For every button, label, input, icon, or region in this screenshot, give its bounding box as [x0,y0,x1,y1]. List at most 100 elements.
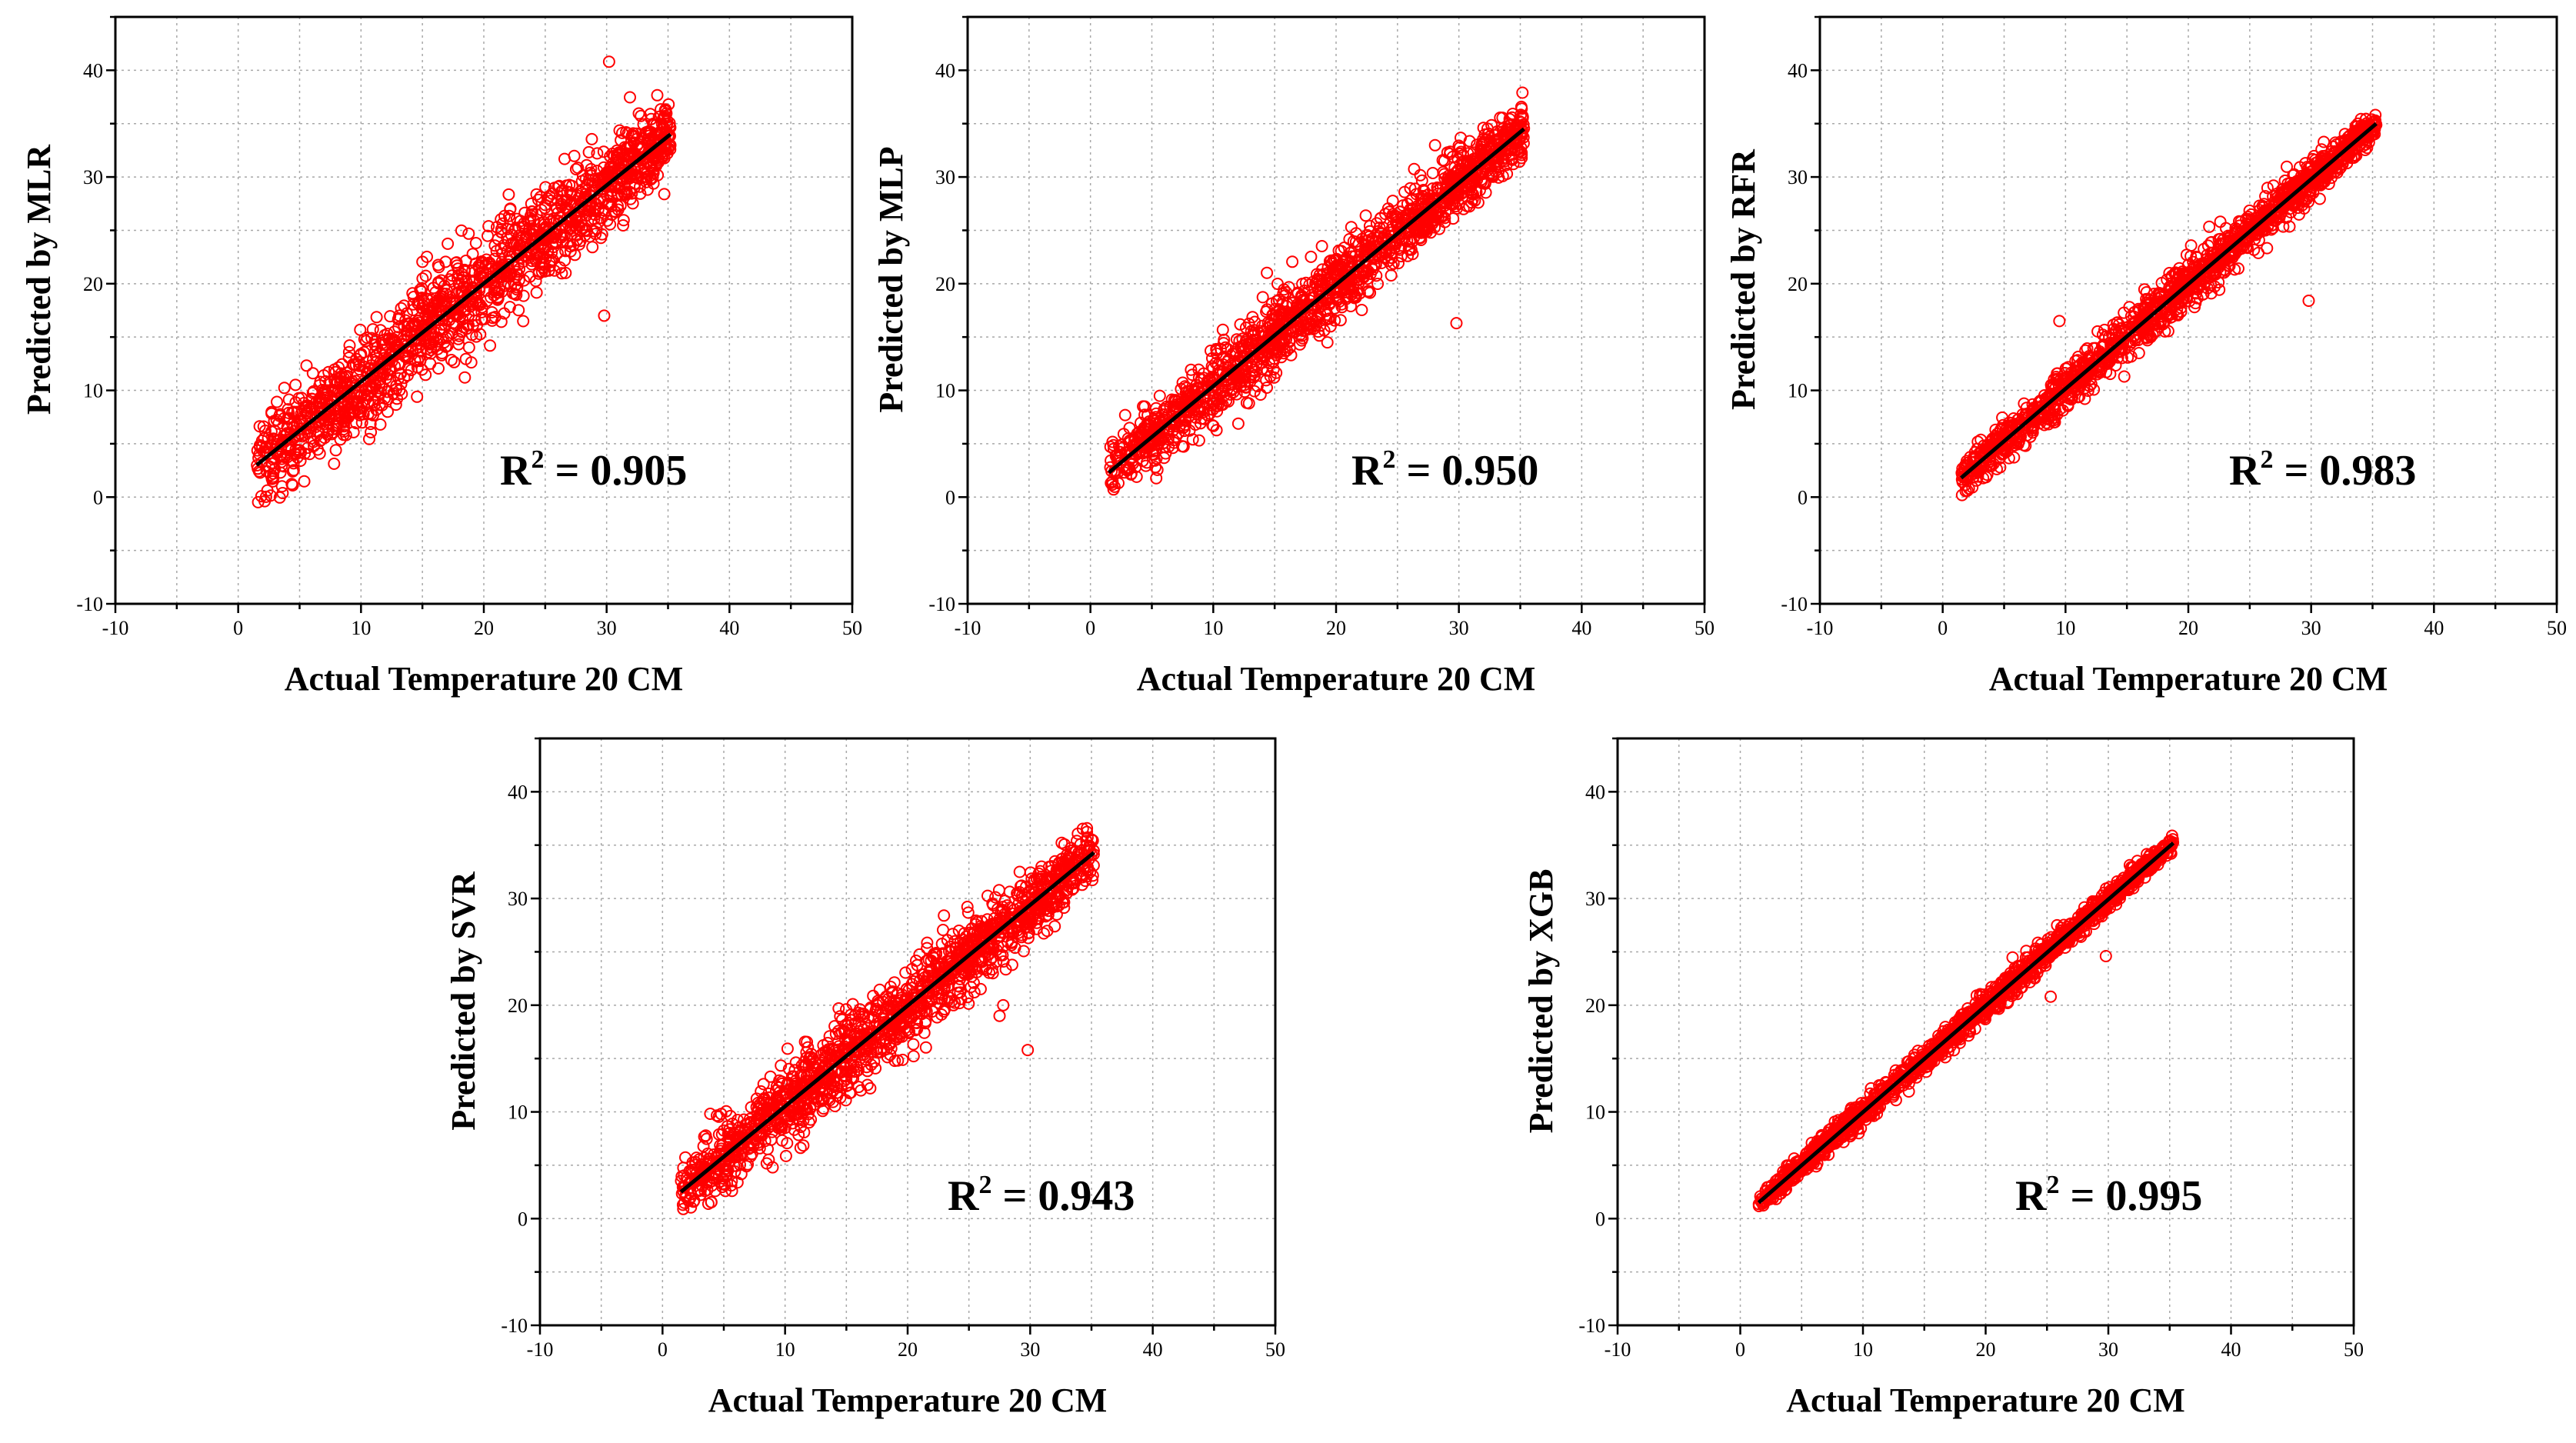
x-tick-label: 40 [719,617,739,639]
data-point [282,403,295,416]
data-point [416,255,429,268]
data-point [415,302,428,315]
data-point [300,359,313,372]
data-point [322,411,335,424]
data-point [580,158,593,172]
data-point [626,197,639,210]
data-point [271,395,283,408]
data-point [339,412,352,425]
data-point [392,313,405,326]
data-point [330,377,343,390]
data-point [466,264,479,277]
data-point [538,243,550,256]
data-point [475,313,488,326]
data-point [1286,255,1299,268]
data-point [393,384,406,397]
data-point [1123,422,1136,435]
data-point [388,325,401,338]
x-tick-label: 20 [474,617,494,639]
data-point [603,165,616,178]
data-point [432,275,445,288]
x-tick-label: 50 [2547,617,2567,639]
data-point [512,274,525,287]
data-point [267,470,280,483]
data-point [572,218,585,232]
data-point [258,425,272,437]
x-axis-title: Actual Temperature 20 CM [1989,660,2388,698]
data-point [582,204,595,217]
data-point [558,195,571,208]
y-tick-label: 20 [83,273,103,295]
data-point [254,441,266,454]
data-point [348,379,362,392]
x-tick-label: 30 [2301,617,2321,639]
data-point [306,367,319,380]
x-axis-title: Actual Temperature 20 CM [285,660,684,698]
data-point [2138,283,2151,296]
data-point [1408,162,1421,175]
data-point [593,172,605,185]
data-point [2214,215,2227,228]
data-point [565,222,578,235]
data-point [419,269,432,282]
data-point [254,466,267,479]
data-point [606,162,619,175]
data-point [376,337,389,349]
data-point [289,378,302,392]
data-point [440,332,453,345]
y-axis-title: Predicted by RFR [1725,148,1762,410]
grid-lines [1820,17,2557,604]
x-tick-label: 20 [2178,617,2198,639]
x-tick-label: -10 [102,617,129,639]
data-point [298,447,312,460]
data-point [350,417,363,430]
data-point [298,428,311,442]
data-point [1385,269,1398,282]
data-point [358,345,371,358]
data-point [1426,167,1439,179]
data-point [267,432,280,445]
data-point [346,358,359,371]
data-point [651,88,664,102]
y-tick-label: 20 [1788,273,1808,295]
scatter-points [1955,108,2383,502]
data-point [364,418,377,431]
data-point [465,328,478,342]
data-point [412,315,425,327]
x-tick-label: -10 [955,617,981,639]
data-point [616,147,629,160]
data-point [382,352,395,365]
data-point [604,150,617,163]
data-point [406,304,419,316]
data-point [362,389,375,402]
data-point [1321,336,1334,349]
data-point [491,221,503,234]
y-tick-label: -10 [928,593,955,615]
data-point [457,271,469,284]
data-point [363,432,375,445]
data-point [410,332,423,345]
data-point [432,362,445,375]
data-point [647,118,660,130]
x-tick-label: 0 [1938,617,1948,639]
y-tick-label: 10 [83,380,103,402]
x-tick-label: 10 [1203,617,1223,639]
data-point [1254,388,1267,401]
data-point [528,222,540,235]
r2-value: = 0.983 [2273,447,2416,495]
data-point [534,191,547,203]
outlier-point [2053,315,2066,328]
data-point [543,225,556,238]
x-tick-label: 40 [1571,617,1591,639]
data-point [505,280,518,293]
data-point [1231,417,1245,430]
data-point [322,425,335,437]
data-point [342,352,355,364]
data-point [552,206,565,219]
data-point [411,390,424,403]
data-point [488,239,502,252]
data-point [378,382,392,395]
data-point [638,161,651,174]
data-point [586,241,599,254]
